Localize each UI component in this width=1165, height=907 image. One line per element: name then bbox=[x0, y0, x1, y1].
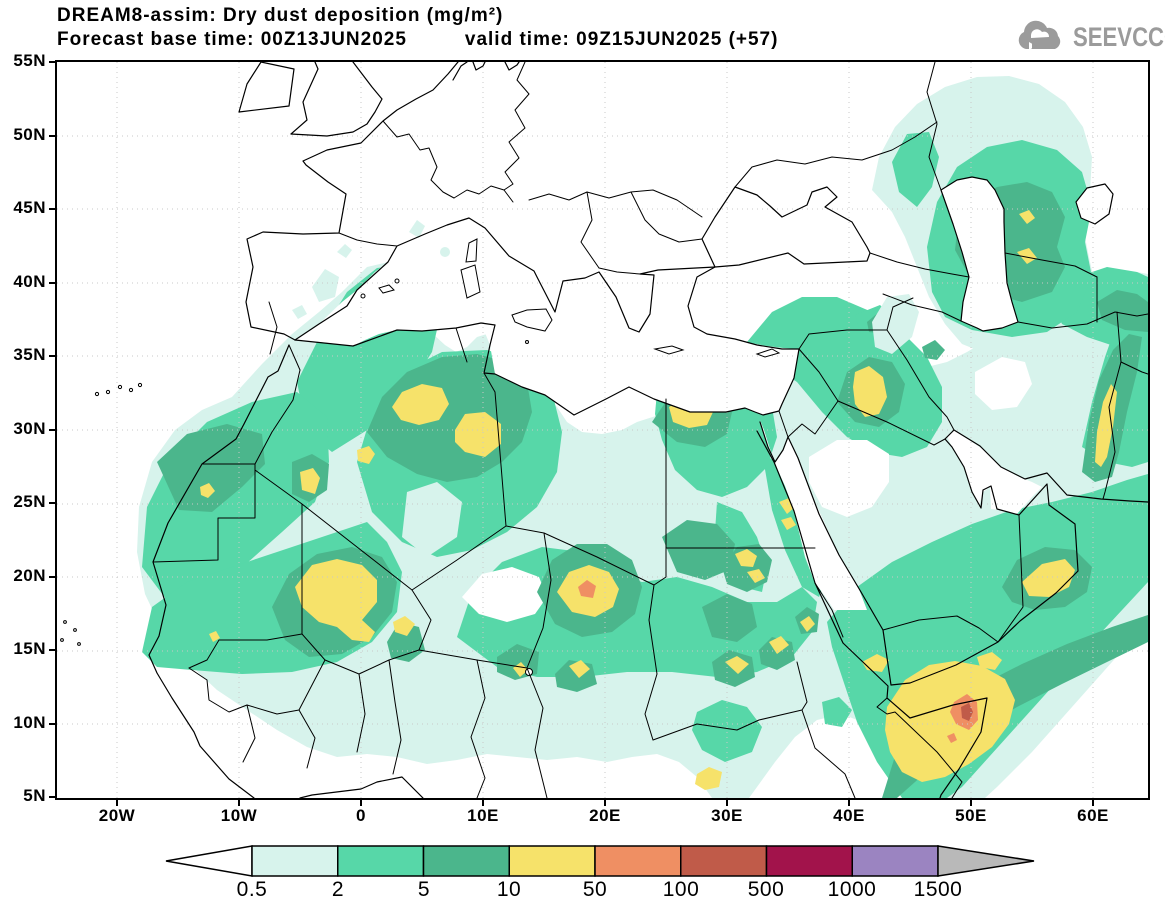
lat-tick-label: 25N bbox=[13, 492, 46, 511]
colorbar-cell bbox=[851, 845, 939, 877]
colorbar-cell bbox=[680, 845, 768, 877]
tick-mark bbox=[49, 282, 57, 284]
forecast-base-time: Forecast base time: 00Z13JUN2025 bbox=[57, 29, 407, 50]
tick-mark bbox=[49, 429, 57, 431]
colorbar-cell bbox=[422, 845, 510, 877]
colorbar-legend: 0.5 2 5 10 50 100 500 1000 1500 bbox=[155, 840, 1045, 904]
tick-mark bbox=[49, 61, 57, 63]
tick-mark bbox=[116, 798, 118, 806]
lat-tick-label: 40N bbox=[13, 272, 46, 291]
legend-label: 50 bbox=[582, 878, 608, 901]
tick-mark bbox=[238, 798, 240, 806]
lon-tick-label: 10E bbox=[467, 806, 499, 825]
tick-mark bbox=[49, 649, 57, 651]
tick-mark bbox=[49, 576, 57, 578]
lon-tick-label: 20W bbox=[98, 806, 136, 825]
dust-band-10 bbox=[200, 210, 1117, 790]
dust-band-100 bbox=[961, 703, 973, 721]
lat-tick-label: 10N bbox=[13, 713, 46, 732]
lat-tick-label: 45N bbox=[13, 198, 46, 217]
lon-tick-label: 0 bbox=[356, 806, 366, 825]
tick-mark bbox=[1092, 798, 1094, 806]
lon-tick-label: 20E bbox=[589, 806, 621, 825]
legend-label: 500 bbox=[747, 878, 785, 901]
lat-tick-label: 50N bbox=[13, 125, 46, 144]
dust-small-patches bbox=[292, 220, 919, 557]
lat-tick-label: 30N bbox=[13, 419, 46, 438]
lat-tick-label: 20N bbox=[13, 566, 46, 585]
tick-mark bbox=[848, 798, 850, 806]
lat-tick-label: 5N bbox=[23, 786, 46, 805]
tick-mark bbox=[49, 796, 57, 798]
colorbar-cell bbox=[337, 845, 425, 877]
colorbar-cell bbox=[765, 845, 853, 877]
tick-mark bbox=[49, 135, 57, 137]
colorbar-cell bbox=[251, 845, 339, 877]
legend-label: 1500 bbox=[913, 878, 963, 901]
lon-tick-label: 50E bbox=[955, 806, 987, 825]
lon-tick-label: 40E bbox=[833, 806, 865, 825]
tick-mark bbox=[360, 798, 362, 806]
dust-gaps-white bbox=[462, 357, 1148, 798]
page-title: DREAM8-assim: Dry dust deposition (mg/m²… bbox=[57, 5, 504, 26]
map-frame bbox=[55, 60, 1150, 800]
tick-mark bbox=[49, 723, 57, 725]
legend-label: 1000 bbox=[827, 878, 877, 901]
legend-label: 5 bbox=[417, 878, 431, 901]
islands bbox=[60, 238, 781, 676]
tick-mark bbox=[970, 798, 972, 806]
lat-tick-label: 35N bbox=[13, 345, 46, 364]
logo-text: SEEVCCC bbox=[1073, 21, 1165, 52]
legend-label: 0.5 bbox=[236, 878, 268, 901]
seevccc-logo: SEEVCCC bbox=[1015, 20, 1165, 54]
lat-tick-label: 15N bbox=[13, 639, 46, 658]
valid-time: valid time: 09Z15JUN2025 (+57) bbox=[464, 29, 779, 50]
colorbar-underflow-arrow bbox=[165, 845, 253, 877]
lon-tick-label: 30E bbox=[711, 806, 743, 825]
coastlines bbox=[148, 61, 1149, 799]
legend-label: 2 bbox=[331, 878, 345, 901]
time-line: Forecast base time: 00Z13JUN2025 valid t… bbox=[57, 29, 778, 51]
cloud-icon bbox=[1018, 20, 1061, 50]
colorbar-overflow-arrow bbox=[937, 845, 1035, 877]
colorbar-cell bbox=[508, 845, 596, 877]
country-borders bbox=[152, 61, 1149, 799]
colorbar bbox=[165, 845, 1035, 877]
tick-mark bbox=[49, 208, 57, 210]
graticule bbox=[57, 62, 1148, 798]
tick-mark bbox=[482, 798, 484, 806]
lon-tick-label: 60E bbox=[1077, 806, 1109, 825]
map-canvas bbox=[57, 61, 1149, 799]
tick-mark bbox=[49, 502, 57, 504]
legend-label: 10 bbox=[496, 878, 522, 901]
tick-mark bbox=[49, 355, 57, 357]
dust-band-5 bbox=[157, 182, 1148, 798]
tick-mark bbox=[604, 798, 606, 806]
tick-mark bbox=[726, 798, 728, 806]
lon-tick-label: 10W bbox=[220, 806, 258, 825]
lat-tick-label: 55N bbox=[13, 51, 46, 70]
legend-label: 100 bbox=[662, 878, 700, 901]
colorbar-cell bbox=[594, 845, 682, 877]
